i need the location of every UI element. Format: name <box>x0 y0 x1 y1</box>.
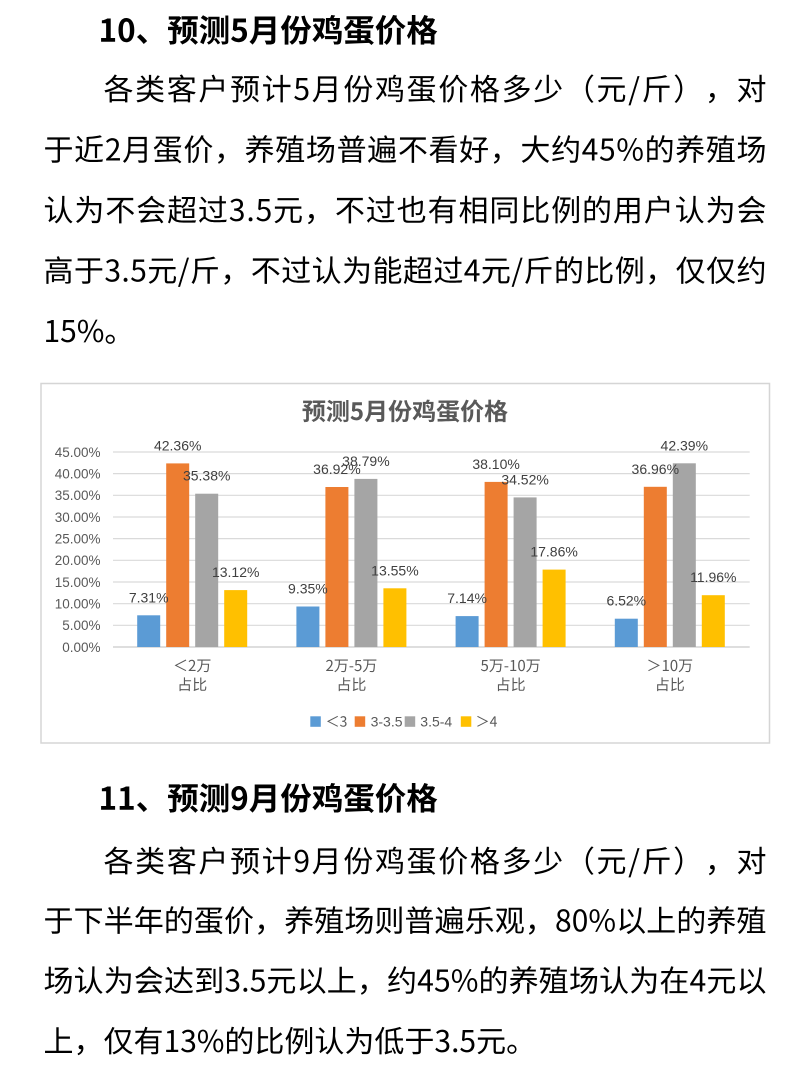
svg-text:34.52%: 34.52% <box>501 471 548 487</box>
svg-text:30.00%: 30.00% <box>55 510 101 525</box>
svg-text:10.00%: 10.00% <box>55 597 101 612</box>
svg-text:36.96%: 36.96% <box>632 461 679 477</box>
svg-text:25.00%: 25.00% <box>55 531 101 546</box>
svg-text:42.39%: 42.39% <box>661 437 708 453</box>
svg-text:3.5-4: 3.5-4 <box>420 714 452 730</box>
svg-text:9.35%: 9.35% <box>288 581 328 597</box>
svg-text:3-3.5: 3-3.5 <box>371 714 403 730</box>
svg-text:13.55%: 13.55% <box>371 562 418 578</box>
svg-text:35.00%: 35.00% <box>55 488 101 503</box>
svg-text:42.36%: 42.36% <box>154 437 201 453</box>
svg-text:7.31%: 7.31% <box>129 589 169 605</box>
svg-text:17.86%: 17.86% <box>530 544 577 560</box>
svg-text:35.38%: 35.38% <box>183 468 230 484</box>
svg-text:20.00%: 20.00% <box>55 553 101 568</box>
svg-text:38.10%: 38.10% <box>472 456 519 472</box>
svg-text:38.79%: 38.79% <box>342 453 389 469</box>
svg-text:5.00%: 5.00% <box>62 618 100 633</box>
svg-text:7.14%: 7.14% <box>447 590 487 606</box>
svg-text:45.00%: 45.00% <box>55 445 101 460</box>
svg-text:15.00%: 15.00% <box>55 575 101 590</box>
svg-text:6.52%: 6.52% <box>606 593 646 609</box>
svg-text:36.92%: 36.92% <box>313 461 360 477</box>
svg-text:40.00%: 40.00% <box>55 466 101 481</box>
svg-text:0.00%: 0.00% <box>62 640 100 655</box>
svg-text:11.96%: 11.96% <box>690 569 736 585</box>
svg-text:13.12%: 13.12% <box>212 564 259 580</box>
